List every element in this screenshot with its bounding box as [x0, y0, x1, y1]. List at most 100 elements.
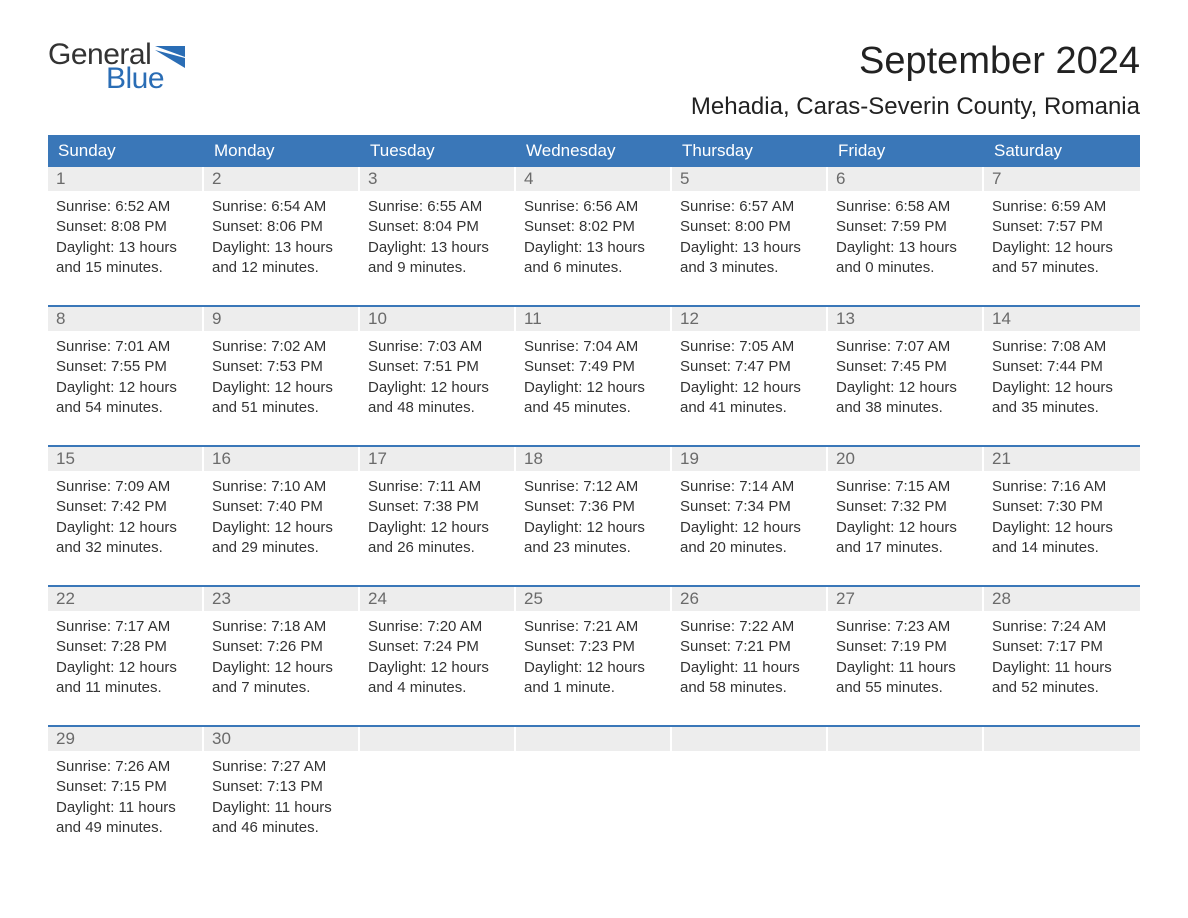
day-dl1: Daylight: 12 hours [992, 238, 1132, 258]
day-sunset: Sunset: 7:24 PM [368, 637, 508, 657]
dow-tuesday: Tuesday [360, 135, 516, 167]
day-dl1: Daylight: 12 hours [680, 518, 820, 538]
day-cell: 5Sunrise: 6:57 AMSunset: 8:00 PMDaylight… [672, 167, 828, 287]
day-sunrise: Sunrise: 7:18 AM [212, 617, 352, 637]
day-body: Sunrise: 6:55 AMSunset: 8:04 PMDaylight:… [360, 191, 516, 278]
day-number [984, 727, 1140, 751]
day-body: Sunrise: 6:52 AMSunset: 8:08 PMDaylight:… [48, 191, 204, 278]
day-cell: 23Sunrise: 7:18 AMSunset: 7:26 PMDayligh… [204, 587, 360, 707]
day-sunrise: Sunrise: 6:58 AM [836, 197, 976, 217]
day-body: Sunrise: 7:20 AMSunset: 7:24 PMDaylight:… [360, 611, 516, 698]
day-cell: 17Sunrise: 7:11 AMSunset: 7:38 PMDayligh… [360, 447, 516, 567]
day-dl1: Daylight: 13 hours [836, 238, 976, 258]
day-cell: 18Sunrise: 7:12 AMSunset: 7:36 PMDayligh… [516, 447, 672, 567]
day-number: 14 [984, 307, 1140, 331]
day-dl2: and 20 minutes. [680, 538, 820, 558]
day-number: 1 [48, 167, 204, 191]
day-sunrise: Sunrise: 7:02 AM [212, 337, 352, 357]
day-body: Sunrise: 6:56 AMSunset: 8:02 PMDaylight:… [516, 191, 672, 278]
day-sunrise: Sunrise: 6:54 AM [212, 197, 352, 217]
day-cell: 10Sunrise: 7:03 AMSunset: 7:51 PMDayligh… [360, 307, 516, 427]
day-dl1: Daylight: 12 hours [992, 378, 1132, 398]
day-dl1: Daylight: 13 hours [524, 238, 664, 258]
day-number [360, 727, 516, 751]
day-sunset: Sunset: 7:15 PM [56, 777, 196, 797]
day-body: Sunrise: 7:17 AMSunset: 7:28 PMDaylight:… [48, 611, 204, 698]
day-number: 9 [204, 307, 360, 331]
day-body: Sunrise: 7:22 AMSunset: 7:21 PMDaylight:… [672, 611, 828, 698]
day-body: Sunrise: 7:26 AMSunset: 7:15 PMDaylight:… [48, 751, 204, 838]
day-dl2: and 17 minutes. [836, 538, 976, 558]
day-sunrise: Sunrise: 7:16 AM [992, 477, 1132, 497]
day-cell: 25Sunrise: 7:21 AMSunset: 7:23 PMDayligh… [516, 587, 672, 707]
day-dl1: Daylight: 11 hours [992, 658, 1132, 678]
day-sunrise: Sunrise: 7:01 AM [56, 337, 196, 357]
day-dl2: and 1 minute. [524, 678, 664, 698]
day-cell [516, 727, 672, 847]
day-dl1: Daylight: 12 hours [680, 378, 820, 398]
day-body: Sunrise: 7:02 AMSunset: 7:53 PMDaylight:… [204, 331, 360, 418]
dow-sunday: Sunday [48, 135, 204, 167]
day-sunrise: Sunrise: 7:09 AM [56, 477, 196, 497]
day-cell: 11Sunrise: 7:04 AMSunset: 7:49 PMDayligh… [516, 307, 672, 427]
day-dl1: Daylight: 11 hours [56, 798, 196, 818]
day-dl2: and 35 minutes. [992, 398, 1132, 418]
day-dl2: and 51 minutes. [212, 398, 352, 418]
day-number: 19 [672, 447, 828, 471]
day-number: 10 [360, 307, 516, 331]
day-sunset: Sunset: 8:00 PM [680, 217, 820, 237]
day-dl2: and 29 minutes. [212, 538, 352, 558]
day-sunrise: Sunrise: 7:20 AM [368, 617, 508, 637]
day-cell: 19Sunrise: 7:14 AMSunset: 7:34 PMDayligh… [672, 447, 828, 567]
weeks-container: 1Sunrise: 6:52 AMSunset: 8:08 PMDaylight… [48, 167, 1140, 847]
day-dl1: Daylight: 12 hours [836, 378, 976, 398]
day-dl1: Daylight: 12 hours [524, 658, 664, 678]
day-sunset: Sunset: 7:17 PM [992, 637, 1132, 657]
day-dl2: and 45 minutes. [524, 398, 664, 418]
day-cell: 7Sunrise: 6:59 AMSunset: 7:57 PMDaylight… [984, 167, 1140, 287]
day-cell: 8Sunrise: 7:01 AMSunset: 7:55 PMDaylight… [48, 307, 204, 427]
day-sunrise: Sunrise: 7:26 AM [56, 757, 196, 777]
day-sunset: Sunset: 7:59 PM [836, 217, 976, 237]
day-number: 13 [828, 307, 984, 331]
day-sunrise: Sunrise: 7:10 AM [212, 477, 352, 497]
day-number: 21 [984, 447, 1140, 471]
day-body: Sunrise: 7:05 AMSunset: 7:47 PMDaylight:… [672, 331, 828, 418]
day-sunrise: Sunrise: 7:11 AM [368, 477, 508, 497]
day-number: 24 [360, 587, 516, 611]
logo-text-blue: Blue [106, 64, 185, 94]
day-dl1: Daylight: 12 hours [368, 518, 508, 538]
day-dl1: Daylight: 12 hours [212, 518, 352, 538]
day-dl2: and 41 minutes. [680, 398, 820, 418]
day-cell: 22Sunrise: 7:17 AMSunset: 7:28 PMDayligh… [48, 587, 204, 707]
day-body: Sunrise: 7:12 AMSunset: 7:36 PMDaylight:… [516, 471, 672, 558]
day-dl1: Daylight: 13 hours [56, 238, 196, 258]
day-sunset: Sunset: 7:45 PM [836, 357, 976, 377]
day-number: 5 [672, 167, 828, 191]
day-sunrise: Sunrise: 7:15 AM [836, 477, 976, 497]
day-cell [672, 727, 828, 847]
day-number: 8 [48, 307, 204, 331]
day-cell: 9Sunrise: 7:02 AMSunset: 7:53 PMDaylight… [204, 307, 360, 427]
day-sunrise: Sunrise: 7:21 AM [524, 617, 664, 637]
day-sunset: Sunset: 7:53 PM [212, 357, 352, 377]
day-number: 12 [672, 307, 828, 331]
day-sunrise: Sunrise: 7:03 AM [368, 337, 508, 357]
day-cell: 13Sunrise: 7:07 AMSunset: 7:45 PMDayligh… [828, 307, 984, 427]
day-dl1: Daylight: 12 hours [992, 518, 1132, 538]
day-dl1: Daylight: 12 hours [368, 378, 508, 398]
day-dl1: Daylight: 11 hours [680, 658, 820, 678]
day-dl1: Daylight: 12 hours [56, 518, 196, 538]
day-sunset: Sunset: 7:23 PM [524, 637, 664, 657]
day-cell: 27Sunrise: 7:23 AMSunset: 7:19 PMDayligh… [828, 587, 984, 707]
day-body: Sunrise: 7:11 AMSunset: 7:38 PMDaylight:… [360, 471, 516, 558]
day-sunset: Sunset: 7:38 PM [368, 497, 508, 517]
day-cell: 21Sunrise: 7:16 AMSunset: 7:30 PMDayligh… [984, 447, 1140, 567]
day-cell [360, 727, 516, 847]
day-body: Sunrise: 7:10 AMSunset: 7:40 PMDaylight:… [204, 471, 360, 558]
day-sunset: Sunset: 7:49 PM [524, 357, 664, 377]
day-dl1: Daylight: 12 hours [524, 378, 664, 398]
day-dl2: and 57 minutes. [992, 258, 1132, 278]
day-sunrise: Sunrise: 7:24 AM [992, 617, 1132, 637]
day-sunset: Sunset: 7:57 PM [992, 217, 1132, 237]
